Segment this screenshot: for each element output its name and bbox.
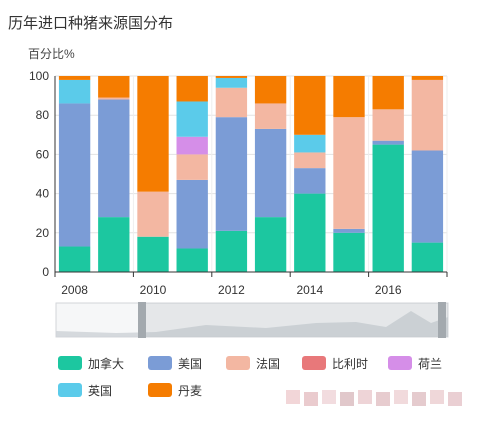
bar-segment[interactable]: [58, 76, 91, 80]
legend-item[interactable]: 比利时: [302, 356, 368, 371]
bar-segment[interactable]: [137, 76, 169, 192]
bar-series[interactable]: [58, 76, 444, 272]
bar-segment[interactable]: [411, 242, 444, 272]
bar-segment[interactable]: [215, 76, 248, 78]
bar-segment[interactable]: [294, 152, 326, 169]
watermark-block: [358, 390, 372, 404]
legend-label: 美国: [178, 357, 202, 371]
y-tick-label: 20: [36, 226, 50, 240]
legend-swatch: [58, 383, 82, 397]
watermark-block: [430, 390, 444, 404]
bar-segment[interactable]: [411, 150, 444, 243]
x-tick-label: 2016: [375, 283, 402, 297]
legend-label: 比利时: [332, 357, 368, 371]
bar-segment[interactable]: [98, 97, 130, 100]
bar-segment[interactable]: [294, 76, 326, 135]
watermark-block: [412, 392, 426, 406]
bar-segment[interactable]: [411, 76, 444, 80]
legend-swatch: [226, 356, 250, 370]
bar-segment[interactable]: [254, 76, 287, 104]
watermark-block: [448, 392, 462, 406]
bar-segment[interactable]: [294, 168, 326, 194]
bar-segment[interactable]: [372, 109, 404, 141]
bar-segment[interactable]: [254, 103, 287, 129]
legend-item[interactable]: 法国: [226, 356, 280, 371]
bar-segment[interactable]: [294, 134, 326, 153]
bar-segment[interactable]: [215, 230, 248, 272]
data-zoom-slider[interactable]: [55, 302, 449, 338]
legend-swatch: [58, 356, 82, 370]
bar-segment[interactable]: [333, 117, 365, 229]
watermark-block: [286, 390, 300, 404]
bar-segment[interactable]: [176, 136, 208, 155]
bar-segment[interactable]: [176, 179, 208, 249]
legend-label: 英国: [88, 384, 112, 398]
watermark-block: [394, 390, 408, 404]
watermark-block: [340, 392, 354, 406]
bar-segment[interactable]: [98, 76, 130, 98]
legend-label: 法国: [256, 357, 280, 371]
axes: 0 20 40 60 80 100 2008 2010 2012 2014 2016: [29, 69, 448, 297]
bar-segment[interactable]: [176, 248, 208, 272]
bar-segment[interactable]: [98, 99, 130, 218]
bar-segment[interactable]: [333, 76, 365, 118]
y-tick-label: 40: [36, 187, 50, 201]
bar-segment[interactable]: [294, 193, 326, 272]
legend-item[interactable]: 丹麦: [148, 383, 202, 398]
legend-label: 加拿大: [88, 356, 124, 371]
legend-item[interactable]: 美国: [148, 356, 202, 371]
x-tick-label: 2014: [296, 283, 323, 297]
bar-segment[interactable]: [333, 232, 365, 272]
slider-selection: [142, 303, 448, 337]
bar-segment[interactable]: [254, 128, 287, 218]
slider-handle-right[interactable]: [438, 302, 446, 338]
legend-item[interactable]: 加拿大: [58, 356, 124, 371]
x-tick-label: 2010: [140, 283, 167, 297]
legend-label: 荷兰: [418, 357, 442, 371]
y-tick-label: 60: [36, 147, 50, 161]
bar-segment[interactable]: [215, 77, 248, 88]
legend-swatch: [148, 383, 172, 397]
watermark-block: [322, 390, 336, 404]
y-axis-label: 百分比%: [28, 47, 75, 61]
bar-segment[interactable]: [58, 79, 91, 104]
y-tick-label: 80: [36, 108, 50, 122]
slider-handle-left[interactable]: [138, 302, 146, 338]
bar-segment[interactable]: [98, 217, 130, 272]
bar-segment[interactable]: [137, 236, 169, 272]
bar-segment[interactable]: [137, 191, 169, 237]
bar-segment[interactable]: [254, 217, 287, 272]
slider-preview-area: [56, 311, 448, 337]
bar-segment[interactable]: [215, 87, 248, 118]
bar-segment[interactable]: [372, 76, 404, 110]
x-tick-label: 2008: [61, 283, 88, 297]
legend-label: 丹麦: [178, 384, 202, 398]
legend-item[interactable]: 英国: [58, 383, 112, 398]
bar-segment[interactable]: [58, 246, 91, 272]
chart-title: 历年进口种猪来源国分布: [8, 15, 173, 32]
watermark-block: [376, 392, 390, 406]
bar-segment[interactable]: [58, 103, 91, 247]
x-tick-label: 2012: [218, 283, 245, 297]
legend-swatch: [388, 356, 412, 370]
watermark-block: [304, 392, 318, 406]
legend-item[interactable]: 荷兰: [388, 356, 442, 371]
bar-segment[interactable]: [372, 140, 404, 145]
bar-segment[interactable]: [411, 79, 444, 151]
legend-swatch: [148, 356, 172, 370]
y-tick-label: 100: [29, 69, 49, 83]
bar-segment[interactable]: [215, 117, 248, 231]
bar-segment[interactable]: [176, 101, 208, 137]
bar-segment[interactable]: [372, 144, 404, 272]
watermark: [286, 390, 462, 406]
bar-segment[interactable]: [176, 76, 208, 102]
legend-swatch: [302, 356, 326, 370]
bar-segment[interactable]: [176, 154, 208, 180]
y-tick-label: 0: [42, 265, 49, 279]
bar-segment[interactable]: [333, 228, 365, 233]
